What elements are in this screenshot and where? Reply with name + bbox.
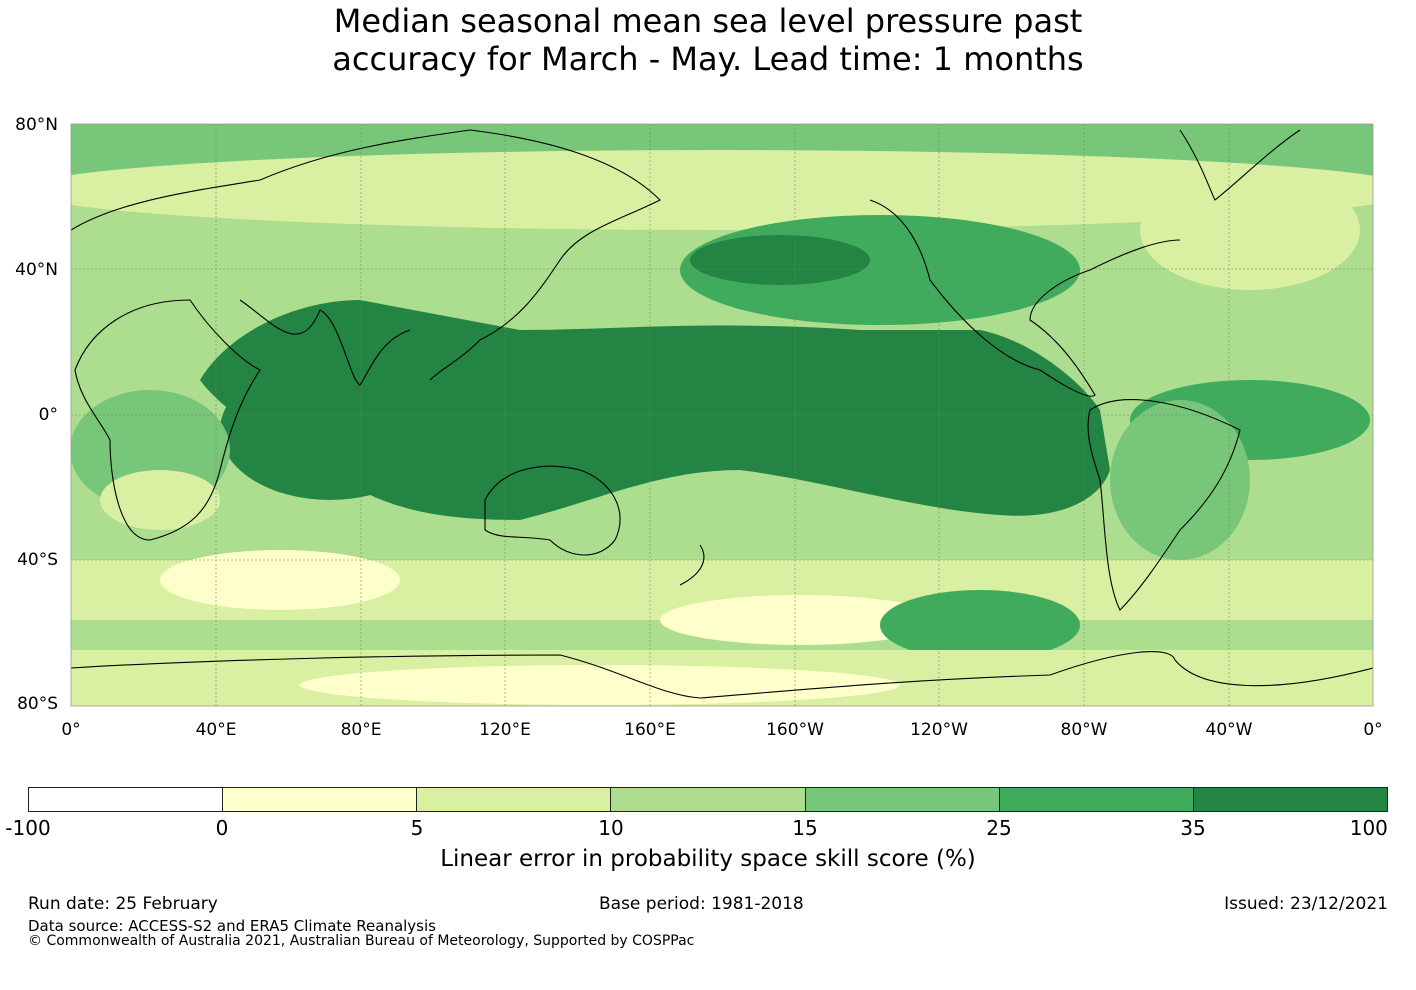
lon-label-40e: 40°E [195,720,237,740]
lat-label-80s: 80°S [17,694,58,714]
colorbar-tick: 10 [598,816,624,840]
colorbar-tick: -100 [5,816,51,840]
base-period: Base period: 1981-2018 [599,894,804,914]
coast-north-america [869,199,1181,397]
colorbar-tick: 25 [986,816,1012,840]
region-north-pacific-core [690,235,870,285]
lon-label-0-west: 0° [61,720,81,740]
region-tropical-core [200,300,1110,520]
coast-south-america [1087,399,1241,611]
lat-label-40s: 40°S [17,550,58,570]
lon-label-40w: 40°W [1205,720,1253,740]
colorbar-segment-3 [611,788,806,811]
issued-date: Issued: 23/12/2021 [1224,894,1388,914]
colorbar [28,787,1388,812]
lon-label-120e: 120°E [479,720,531,740]
colorbar-tick: 5 [410,816,424,840]
lon-label-160w: 160°W [766,720,824,740]
region-southern-pacific [880,590,1080,660]
colorbar-tick: 35 [1180,816,1206,840]
lon-label-80e: 80°E [340,720,382,740]
coast-australia [484,465,621,556]
colorbar-segment-0 [29,788,224,811]
run-date: Run date: 25 February [28,894,218,914]
region-south-america [1110,400,1250,560]
title-line-2: accuracy for March - May. Lead time: 1 m… [332,40,1084,78]
colorbar-segment-6 [1193,788,1387,811]
colorbar-tick: 15 [792,816,818,840]
map-frame [70,123,1374,707]
coast-arabia-india [239,299,411,386]
colorbar-tick: 100 [1349,816,1388,840]
lat-label-40n: 40°N [15,260,58,280]
copyright: © Commonwealth of Australia 2021, Austra… [28,933,695,949]
colorbar-tick: 0 [215,816,229,840]
gridlines [71,124,1373,706]
lon-label-160e: 160°E [624,720,676,740]
coast-eurasia [71,129,661,381]
lat-label-80n: 80°N [15,115,58,135]
lon-label-120w: 120°W [910,720,968,740]
coast-africa [74,299,261,541]
lon-label-0-east: 0° [1363,720,1383,740]
colorbar-segment-4 [805,788,1000,811]
region-antarctic-light [300,665,900,705]
colorbar-segment-5 [999,788,1194,811]
title-line-1: Median seasonal mean sea level pressure … [333,2,1083,40]
coast-greenland [1179,129,1301,201]
region-southern-light-2 [660,595,940,645]
region-indian-ocean [220,360,440,500]
chart-title: Median seasonal mean sea level pressure … [0,2,1416,78]
region-north-atlantic [1140,170,1360,290]
colorbar-segment-2 [417,788,612,811]
coastlines [71,129,1373,699]
lat-label-0: 0° [38,405,58,425]
lon-label-80w: 80°W [1060,720,1108,740]
band-north-midlat [71,150,1373,230]
coast-antarctica [71,651,1373,699]
region-south-africa [100,470,220,530]
colorbar-label: Linear error in probability space skill … [440,846,976,872]
coast-new-zealand [679,544,705,586]
data-source: Data source: ACCESS-S2 and ERA5 Climate … [28,917,436,935]
region-southern-light-1 [160,550,400,610]
colorbar-segment-1 [223,788,418,811]
